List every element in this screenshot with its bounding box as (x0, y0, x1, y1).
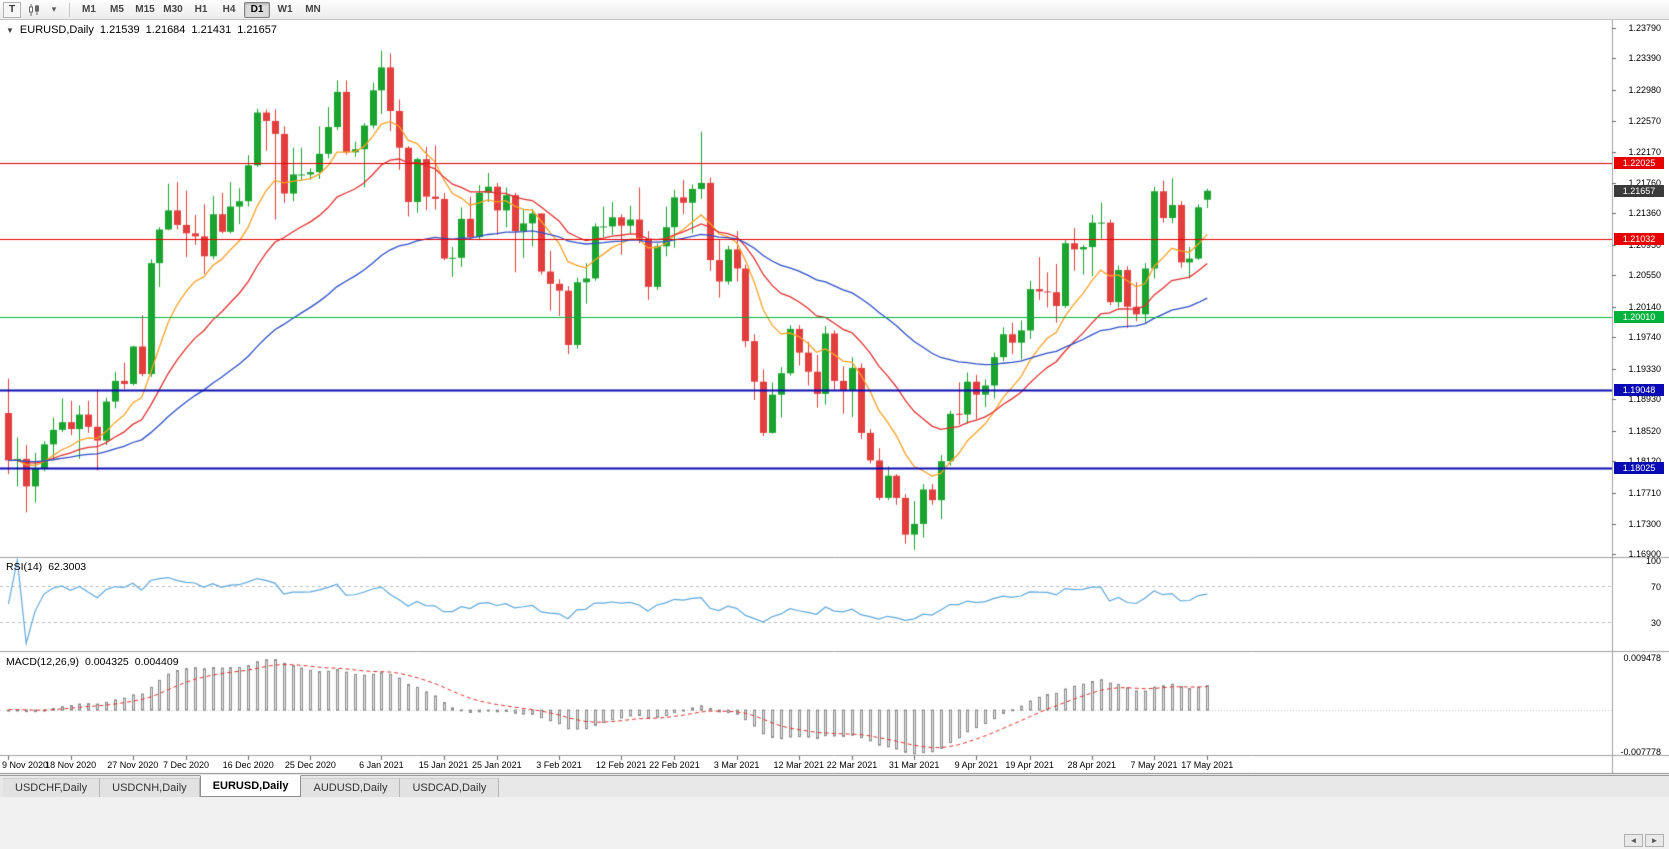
tab-usdcad-daily[interactable]: USDCAD,Daily (400, 778, 500, 797)
rsi-indicator-label: RSI(14) 62.3003 (6, 561, 86, 573)
chart-tab-bar: USDCHF,Daily USDCNH,Daily EURUSD,Daily AUDU… (0, 775, 1669, 797)
timeframe-button-m30[interactable]: M30 (163, 4, 183, 15)
tab-eurusd-daily[interactable]: EURUSD,Daily (199, 775, 302, 797)
chart-symbol-label: EURUSD,Daily (19, 24, 94, 36)
tab-usdchf-daily[interactable]: USDCHF,Daily (3, 778, 101, 797)
macd-name: MACD(12,26,9) (6, 656, 79, 668)
toolbar-handle[interactable]: T (3, 1, 21, 18)
toolbar: T ▾ M1 M5 M15 M30 H1 H4 D1 W1 MN (0, 0, 1669, 20)
macd-indicator-label: MACD(12,26,9) 0.004325 0.004409 (6, 656, 179, 668)
rsi-name: RSI(14) (6, 561, 43, 573)
timeframe-button-m1[interactable]: M1 (82, 4, 96, 15)
tab-scroll-right-button[interactable]: ► (1645, 834, 1664, 847)
quote-close: 1.21657 (237, 24, 277, 36)
macd-signal-value: 0.004409 (134, 656, 179, 668)
quote-open: 1.21539 (99, 24, 140, 36)
chart-title: ▼ EURUSD,Daily 1.21539 1.21684 1.21431 1… (6, 24, 277, 36)
candlestick-tool-icon[interactable] (24, 2, 44, 18)
one-click-trading-icon[interactable]: ▼ (6, 25, 14, 35)
tab-audusd-daily[interactable]: AUDUSD,Daily (301, 778, 401, 797)
timeframe-button-m15[interactable]: M15 (135, 4, 155, 15)
timeframe-toolbar: M1 M5 M15 M30 H1 H4 D1 W1 MN (75, 1, 327, 18)
tool-dropdown-icon[interactable]: ▾ (51, 4, 57, 14)
timeframe-button-w1[interactable]: W1 (277, 4, 293, 15)
bottom-strip (0, 797, 1669, 849)
quote-low: 1.21431 (191, 24, 232, 36)
rsi-value: 62.3003 (48, 561, 87, 573)
timeframe-button-d1[interactable]: D1 (244, 1, 270, 18)
timeframe-button-mn[interactable]: MN (305, 4, 321, 15)
macd-value: 0.004325 (84, 656, 129, 668)
quote-high: 1.21684 (145, 24, 186, 36)
toolbar-separator (69, 2, 70, 17)
timeframe-button-h4[interactable]: H4 (222, 4, 236, 15)
timeframe-button-m5[interactable]: M5 (110, 4, 124, 15)
tab-usdcnh-daily[interactable]: USDCNH,Daily (100, 778, 200, 797)
tab-scroll-left-button[interactable]: ◄ (1624, 834, 1643, 847)
timeframe-button-h1[interactable]: H1 (194, 4, 208, 15)
